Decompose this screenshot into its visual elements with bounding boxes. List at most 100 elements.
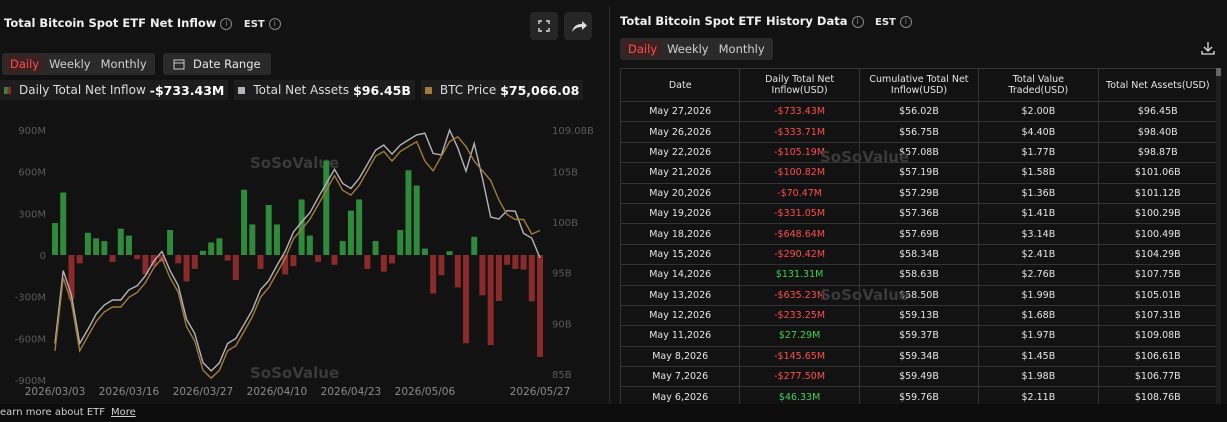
table-cell: $2.00B	[978, 100, 1099, 123]
legend-item[interactable]: Total Net Assets $96.45B	[234, 80, 415, 100]
bar	[380, 255, 387, 272]
bar	[323, 160, 330, 255]
scrollbar[interactable]	[1216, 68, 1221, 404]
expand-button[interactable]	[530, 12, 558, 40]
timezone[interactable]: EST	[875, 17, 896, 28]
line	[54, 135, 541, 380]
table-row: May 19,2026 -$331.05M $57.36B $1.41B $100.29…	[620, 202, 1218, 225]
bar	[216, 238, 223, 255]
share-button[interactable]	[564, 12, 592, 40]
table-cell: $2.11B	[978, 386, 1099, 404]
table-cell: $57.69B	[858, 223, 980, 245]
divider	[609, 6, 610, 404]
x-tick-label: 2026/04/23	[321, 386, 382, 398]
bar	[183, 255, 190, 282]
bar	[438, 255, 445, 276]
table-row: May 13,2026 -$635.23M $58.50B $1.99B $105.01…	[620, 284, 1218, 306]
x-tick-label: 2026/04/10	[247, 386, 308, 398]
y2-tick-label: 100B	[552, 218, 578, 229]
table-cell: $46.33M	[739, 386, 860, 404]
bar	[512, 255, 519, 270]
table-row: May 11,2026 $27.29M $59.37B $1.97B $109.08B	[620, 325, 1218, 347]
bar	[134, 255, 141, 260]
legend-swatch	[4, 86, 11, 94]
bar	[495, 255, 502, 301]
table-cell: $59.13B	[858, 304, 980, 327]
timezone[interactable]: EST	[243, 19, 265, 30]
table-cell: May 7,2026	[620, 366, 741, 388]
table-row: May 15,2026 -$290.42M $58.34B $2.41B $104.29…	[620, 243, 1218, 266]
legend-label: BTC Price	[439, 83, 497, 97]
scroll-thumb[interactable]	[1216, 68, 1221, 76]
table-cell: $96.45B	[1097, 100, 1218, 123]
info-icon[interactable]: i	[220, 18, 233, 30]
table-cell: -$277.50M	[739, 366, 860, 388]
y2-tick-label: 109.08B	[552, 126, 594, 137]
right-panel: Total Bitcoin Spot ETF History Data i EST…	[612, 0, 1227, 404]
tab[interactable]: Weekly	[49, 57, 91, 71]
bar	[167, 230, 174, 255]
table-row: May 22,2026 -$105.19M $57.08B $1.77B $98.87B	[620, 141, 1218, 164]
legend-item[interactable]: BTC Price $75,066.08	[420, 80, 584, 100]
left-panel: Total Bitcoin Spot ETF Net Inflow i EST i …	[0, 0, 605, 404]
table-cell: $1.45B	[978, 345, 1099, 368]
bar	[76, 255, 83, 264]
table-cell: $98.87B	[1097, 141, 1218, 164]
panel-title: Total Bitcoin Spot ETF History Data	[620, 14, 848, 28]
table-cell: $1.99B	[978, 284, 1099, 306]
table-row: May 6,2026 $46.33M $59.76B $2.11B $108.76B	[620, 386, 1218, 404]
bar	[479, 255, 486, 296]
table-cell: $1.41B	[978, 202, 1099, 225]
bar	[421, 248, 428, 255]
table-row: May 18,2026 -$648.64M $57.69B $3.14B $100.49…	[620, 223, 1218, 245]
info-icon[interactable]: i	[268, 18, 281, 30]
column-header: Total Value Traded(USD)	[978, 68, 1099, 102]
table-cell: $107.75B	[1097, 264, 1218, 286]
x-tick-label: 2026/05/06	[395, 386, 456, 398]
table-cell: $4.40B	[978, 121, 1099, 143]
column-header: Date	[620, 68, 741, 102]
tab[interactable]: Daily	[5, 55, 45, 73]
table-cell: $59.49B	[858, 366, 980, 388]
bar	[60, 192, 67, 255]
bar	[504, 255, 511, 265]
y2-tick-label: 105B	[552, 167, 578, 178]
download-icon[interactable]	[1200, 40, 1216, 56]
legend-item[interactable]: Daily Total Net Inflow -$733.43M	[0, 80, 229, 100]
table-cell: May 8,2026	[620, 345, 741, 368]
period-tabs: Daily Weekly Monthly	[2, 53, 155, 75]
bar	[142, 255, 149, 275]
share-icon	[572, 21, 587, 32]
table-container: Date Daily Total Net Inflow(USD) Cumulativ…	[620, 68, 1218, 404]
bar	[257, 255, 264, 269]
bar	[290, 255, 297, 267]
table-cell: $107.31B	[1097, 304, 1218, 327]
watermark: SoSoValue	[250, 154, 339, 172]
bar	[101, 241, 108, 255]
bar	[117, 228, 124, 255]
expand-icon	[538, 20, 550, 32]
footer-text: earn more about ETF	[0, 407, 106, 418]
column-header: Daily Total Net Inflow(USD)	[739, 68, 860, 102]
tab[interactable]: Monthly	[100, 57, 147, 71]
bar	[298, 199, 305, 255]
legend-label: Total Net Assets	[253, 83, 350, 97]
info-icon[interactable]: i	[899, 16, 912, 28]
calendar-icon	[173, 59, 185, 70]
tab[interactable]: Daily	[623, 40, 663, 58]
bar	[199, 250, 206, 255]
more-link[interactable]: More	[111, 407, 136, 418]
tab[interactable]: Monthly	[718, 42, 765, 56]
info-icon[interactable]: i	[851, 16, 864, 28]
table-cell: May 6,2026	[620, 386, 741, 404]
y2-tick-label: 95B	[552, 269, 572, 280]
left-header: Total Bitcoin Spot ETF Net Inflow i EST i	[4, 16, 281, 30]
tab[interactable]: Weekly	[667, 42, 709, 56]
table-cell: May 12,2026	[620, 304, 741, 327]
table-cell: -$333.71M	[739, 121, 860, 143]
bar	[537, 255, 543, 357]
bar	[446, 251, 453, 255]
date-range-button[interactable]: Date Range	[163, 53, 271, 75]
bar	[397, 230, 404, 255]
